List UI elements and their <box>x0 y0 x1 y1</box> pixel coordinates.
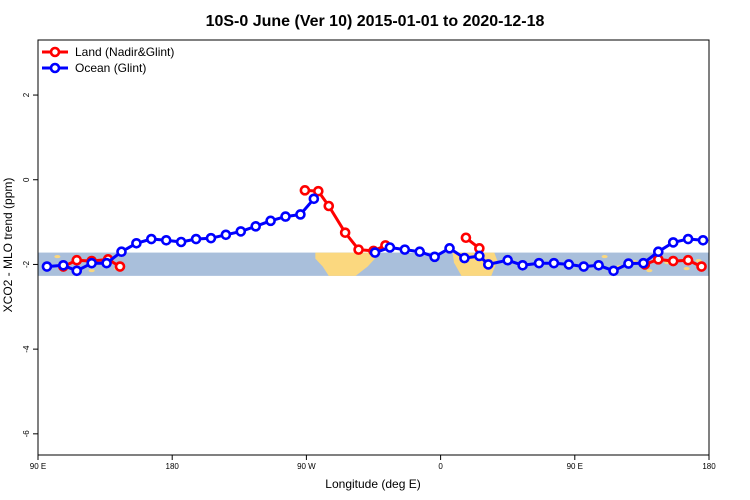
data-point <box>667 237 679 248</box>
data-point <box>313 185 324 197</box>
series-layer <box>41 185 709 277</box>
y-axis-label: XCO2 - MLO trend (ppm) <box>1 178 15 313</box>
data-point <box>653 246 664 258</box>
data-point <box>220 229 232 241</box>
data-point <box>308 193 320 205</box>
data-point <box>114 261 126 272</box>
data-point <box>638 257 649 269</box>
data-point <box>160 235 172 246</box>
data-point <box>444 243 455 254</box>
data-point <box>323 200 335 212</box>
data-point <box>190 233 202 245</box>
data-point <box>146 233 157 245</box>
island-shape <box>695 258 702 263</box>
data-point <box>116 246 127 258</box>
plot-frame <box>37 39 710 456</box>
data-point <box>429 251 440 263</box>
data-point <box>474 250 485 262</box>
x-axis: 90 E 180 90 W 0 90 E 180 <box>30 455 716 471</box>
data-point <box>131 237 142 249</box>
data-point <box>86 257 97 269</box>
data-point <box>399 244 411 255</box>
island-shape <box>683 266 690 271</box>
data-point <box>205 232 217 244</box>
data-point <box>593 259 604 271</box>
data-point <box>295 209 306 220</box>
data-point <box>548 257 560 269</box>
data-point <box>339 227 351 238</box>
x-axis-label: Longitude (deg E) <box>325 477 420 491</box>
data-point <box>299 185 311 196</box>
y-axis: 2 0 -2 -4 -6 <box>22 92 38 437</box>
data-point <box>459 252 470 264</box>
data-point <box>533 257 545 269</box>
data-point <box>101 257 112 269</box>
x-tick-label: 180 <box>166 462 180 471</box>
island-shape <box>54 254 61 259</box>
data-point <box>250 221 262 232</box>
chart-title: 10S-0 June (Ver 10) 2015-01-01 to 2020-1… <box>206 13 545 30</box>
data-point <box>280 211 291 222</box>
legend-marker <box>49 46 61 58</box>
data-point <box>697 235 709 246</box>
data-point <box>175 236 187 248</box>
data-point <box>517 259 528 271</box>
y-tick-label: -4 <box>22 345 31 353</box>
land-shape <box>315 252 375 276</box>
data-point <box>71 265 83 277</box>
x-tick-label: 90 W <box>297 462 316 471</box>
x-tick-label: 0 <box>438 462 443 471</box>
legend-label: Land (Nadir&Glint) <box>75 45 174 59</box>
series-ocean <box>41 193 709 277</box>
data-point <box>369 247 381 258</box>
data-point <box>58 259 69 271</box>
island-shape <box>88 268 95 273</box>
data-point <box>265 215 276 227</box>
y-tick-label: 2 <box>22 92 31 97</box>
data-point <box>502 254 514 266</box>
data-point <box>682 233 694 245</box>
data-point <box>483 259 494 270</box>
data-point <box>460 232 472 244</box>
island-shape <box>601 254 608 259</box>
legend-marker <box>49 62 61 74</box>
data-point <box>384 242 396 253</box>
data-point <box>667 255 679 267</box>
data-point <box>41 261 53 272</box>
legend: Land (Nadir&Glint) Ocean (Glint) <box>42 45 174 75</box>
y-tick-label: -2 <box>22 260 31 268</box>
data-point <box>414 246 426 258</box>
data-point <box>235 226 247 237</box>
island-shape <box>646 268 653 273</box>
x-tick-label: 90 E <box>30 462 46 471</box>
x-tick-label: 90 E <box>567 462 583 471</box>
data-point <box>608 265 619 277</box>
y-tick-label: -6 <box>22 430 31 438</box>
data-point <box>623 258 634 269</box>
data-point <box>682 254 694 266</box>
x-tick-label: 180 <box>702 462 716 471</box>
data-point <box>696 261 707 272</box>
y-tick-label: 0 <box>22 177 31 182</box>
data-point <box>353 244 364 255</box>
data-point <box>71 254 83 266</box>
legend-label: Ocean (Glint) <box>75 61 146 75</box>
data-point <box>578 261 590 272</box>
data-point <box>563 259 575 270</box>
